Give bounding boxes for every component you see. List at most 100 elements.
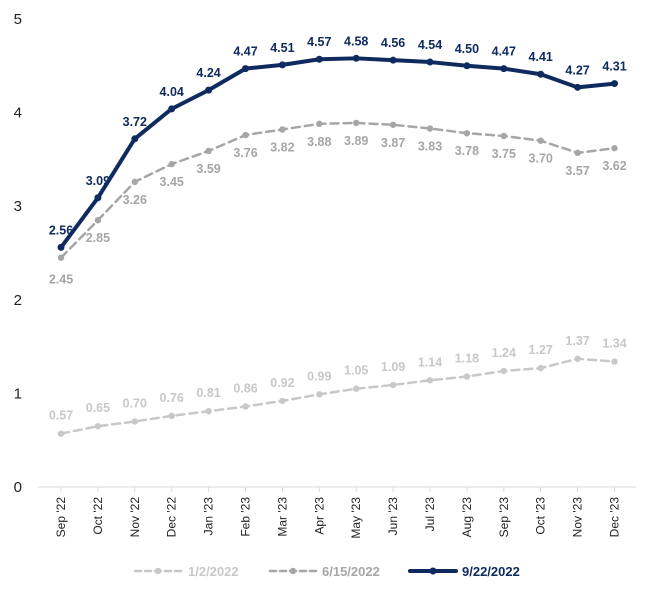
data-point (168, 105, 176, 113)
data-label: 3.83 (418, 140, 442, 154)
x-tick-label: Oct '22 (91, 497, 105, 535)
series-2-labels: 2.45 2.85 3.26 3.45 3.59 3.76 3.82 3.88 3.89 3.87… (49, 134, 627, 287)
x-tick-label: Dec '22 (165, 497, 179, 538)
data-point (131, 178, 138, 186)
data-point (57, 430, 65, 437)
data-point (500, 367, 507, 375)
series-1-labels: 0.57 0.65 0.70 0.76 0.81 0.86 0.92 0.99 1.05 1.09… (49, 334, 627, 423)
legend-item: 6/15/2022 (268, 564, 380, 579)
data-label: 3.89 (344, 134, 368, 148)
data-label: 0.99 (307, 369, 331, 383)
data-label: 0.92 (270, 376, 294, 390)
data-label: 3.78 (455, 144, 479, 158)
data-point (168, 160, 175, 168)
data-label: 3.26 (123, 193, 147, 207)
data-label: 0.81 (196, 386, 220, 400)
data-point (242, 131, 249, 139)
x-tick-label: Nov '23 (571, 497, 585, 538)
data-label: 0.65 (86, 401, 110, 415)
legend: 1/2/2022 6/15/2022 9/22/2022 (133, 564, 520, 579)
data-point (537, 137, 544, 144)
data-label: 3.70 (529, 152, 553, 166)
data-label: 2.85 (86, 231, 110, 245)
series-line (59, 56, 617, 250)
data-point (611, 144, 618, 152)
data-point (500, 65, 508, 73)
x-tick-label: Sep '23 (497, 497, 511, 538)
x-tick-label: Dec '23 (608, 497, 622, 538)
legend-label: 9/22/2022 (462, 564, 520, 579)
data-label: 4.31 (602, 60, 626, 74)
data-label: 4.27 (565, 63, 589, 77)
data-point (463, 373, 471, 380)
x-tick-label: Jul '23 (423, 497, 437, 532)
x-tick-label: Jan '23 (202, 497, 216, 536)
y-tick-label: 3 (14, 198, 22, 215)
data-label: 0.70 (123, 396, 147, 410)
data-label: 3.45 (160, 175, 184, 189)
data-label: 4.57 (307, 35, 331, 49)
data-point (574, 149, 581, 157)
data-point (57, 243, 65, 251)
data-point (463, 129, 471, 137)
y-axis: 0 1 2 3 4 5 (14, 11, 22, 496)
legend-label: 1/2/2022 (188, 564, 239, 579)
data-label: 1.18 (455, 352, 479, 366)
data-point (315, 55, 323, 63)
data-label: 3.75 (492, 147, 516, 161)
data-point (574, 83, 582, 91)
data-label: 1.24 (492, 346, 516, 360)
data-point (168, 412, 175, 420)
y-tick-label: 0 (14, 479, 22, 496)
data-label: 3.62 (602, 159, 626, 173)
data-label: 3.76 (233, 146, 257, 160)
data-label: 3.57 (565, 164, 589, 178)
legend-item: 1/2/2022 (133, 564, 239, 579)
data-point (574, 355, 581, 362)
data-label: 1.09 (381, 360, 405, 374)
data-label: 4.54 (418, 38, 442, 52)
data-point (500, 132, 507, 140)
data-point (279, 126, 286, 133)
data-point (279, 397, 286, 405)
data-label: 3.87 (381, 136, 405, 150)
data-label: 1.14 (418, 355, 442, 369)
data-point (353, 119, 360, 127)
data-point (242, 65, 249, 73)
data-label: 1.27 (529, 343, 553, 357)
data-point (131, 135, 139, 143)
legend-marker (429, 567, 437, 575)
data-point (389, 121, 397, 128)
x-tick-label: Aug '23 (460, 497, 474, 538)
data-point (94, 422, 102, 430)
series-line (59, 121, 616, 259)
data-label: 0.86 (233, 382, 257, 396)
data-label: 1.34 (602, 337, 626, 351)
data-point (242, 403, 249, 410)
x-tick-label: Sep '22 (54, 497, 68, 538)
data-label: 3.09 (86, 174, 110, 188)
data-point (131, 418, 138, 425)
data-point (352, 54, 360, 62)
y-tick-label: 5 (14, 11, 22, 28)
series-3 (57, 54, 618, 251)
data-point (389, 381, 397, 389)
series-3-labels: 2.56 3.09 3.72 4.04 4.24 4.47 4.51 4.57 4.58 4.56… (49, 34, 627, 237)
data-label: 2.45 (49, 273, 73, 287)
data-label: 4.58 (344, 34, 368, 48)
data-label: 3.82 (270, 140, 294, 154)
data-label: 4.41 (529, 50, 553, 64)
series-1 (57, 355, 618, 437)
data-label: 4.47 (233, 45, 257, 59)
data-label: 3.88 (307, 135, 331, 149)
data-label: 0.57 (49, 409, 73, 423)
data-point (205, 407, 212, 415)
data-point (537, 70, 545, 78)
data-label: 4.04 (160, 85, 184, 99)
data-label: 2.56 (49, 223, 73, 237)
x-axis: Sep '22 Oct '22 Nov '22 Dec '22 Jan '23 Feb '… (38, 486, 637, 539)
data-point (537, 364, 544, 372)
x-tick-label: Nov '22 (128, 497, 142, 538)
